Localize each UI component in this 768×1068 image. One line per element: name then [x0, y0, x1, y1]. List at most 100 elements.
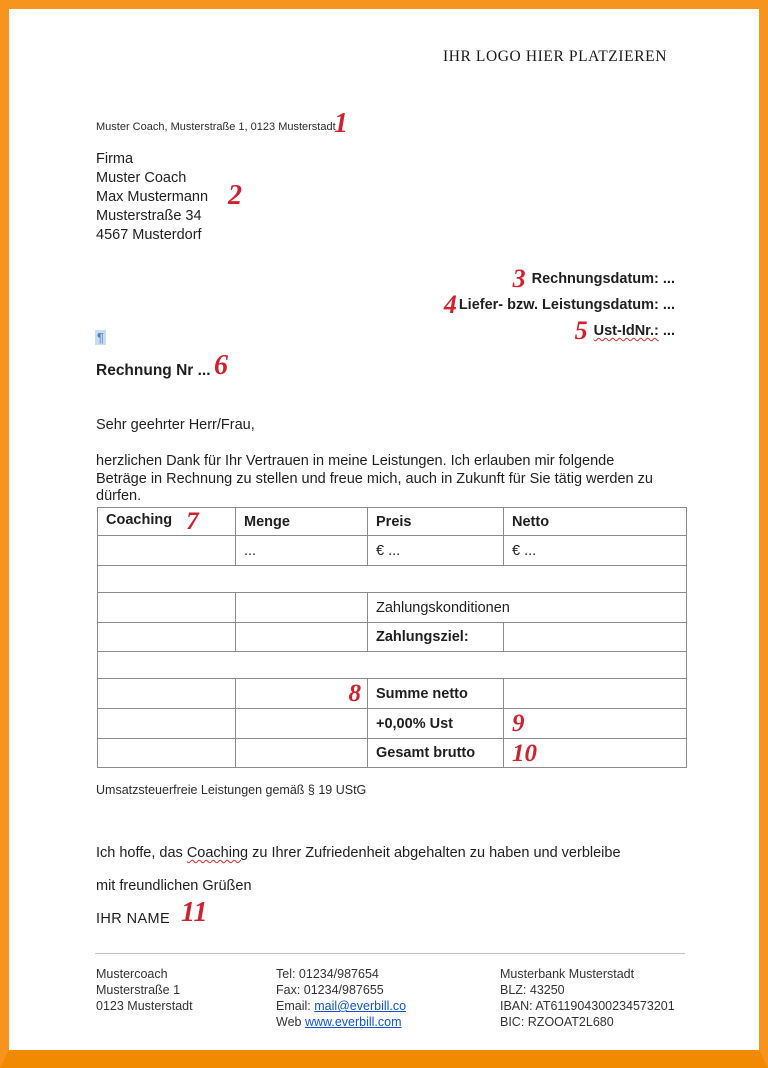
recipient-line: Musterstraße 34 — [96, 208, 202, 224]
intro-paragraph: herzlichen Dank für Ihr Vertrauen in mei… — [96, 453, 653, 504]
meta-label: Ust-IdNr.: — [593, 323, 659, 339]
table-item-row: ... € ... € ... — [97, 535, 687, 566]
spacer-cell — [97, 565, 687, 593]
header-netto: Netto — [503, 507, 687, 536]
web-link[interactable]: www.everbill.com — [304, 1015, 402, 1029]
empty-cell — [503, 622, 687, 652]
meta-label: Rechnungsdatum: — [531, 271, 659, 287]
invoice-number-title: Rechnung Nr ... — [96, 362, 211, 379]
empty-cell — [97, 678, 236, 709]
conditions-cell: Zahlungskonditionen — [367, 592, 687, 623]
marker-8: 8 — [348, 680, 362, 707]
footer-web-label: Web — [276, 1015, 305, 1029]
empty-cell — [235, 622, 368, 652]
marker-4: 4 — [443, 290, 457, 319]
marker-9: 9 — [512, 710, 525, 737]
table-spacer-row — [97, 565, 687, 593]
net-sum-value-cell — [503, 678, 687, 709]
meta-row-rechnungsdatum: 3 Rechnungsdatum: ... — [444, 266, 675, 292]
table-header-row: Coaching 7 Menge Preis Netto — [97, 507, 687, 536]
tax-exemption-note: Umsatzsteuerfreie Leistungen gemäß § 19 … — [96, 783, 367, 797]
header-coaching: Coaching 7 — [97, 507, 236, 536]
meta-label: Liefer- bzw. Leistungsdatum: — [458, 297, 659, 313]
closing-line-2: mit freundlichen Grüßen — [96, 878, 252, 894]
footer-bank-name: Musterbank Musterstadt — [500, 967, 635, 981]
marker-1: 1 — [334, 108, 348, 139]
marker-6: 6 — [214, 350, 228, 381]
footer-blz: BLZ: 43250 — [500, 983, 565, 997]
closing-text: Ich hoffe, das — [96, 845, 187, 861]
meta-value: ... — [658, 323, 675, 339]
table-payment-target-row: Zahlungsziel: — [97, 622, 687, 652]
marker-cell: 8 — [235, 678, 368, 709]
header-label: Coaching — [106, 512, 173, 528]
footer-bank-column: Musterbank Musterstadt BLZ: 43250 IBAN: … — [500, 966, 675, 1030]
recipient-line: Muster Coach — [96, 170, 187, 186]
empty-cell — [97, 738, 236, 768]
footer-address-column: Mustercoach Musterstraße 1 0123 Musterst… — [96, 966, 193, 1014]
table-conditions-row: Zahlungskonditionen — [97, 592, 687, 623]
footer-line: Mustercoach — [96, 967, 168, 981]
item-net-cell: € ... — [503, 535, 687, 566]
invoice-table: Coaching 7 Menge Preis Netto ... € ... €… — [97, 507, 687, 768]
net-sum-label-cell: Summe netto — [367, 678, 504, 709]
footer-line: 0123 Musterstadt — [96, 999, 193, 1013]
item-price-cell: € ... — [367, 535, 504, 566]
footer-email-label: Email: — [276, 999, 315, 1013]
header-menge: Menge — [235, 507, 368, 536]
spacer-cell — [97, 651, 687, 679]
table-net-sum-row: 8 Summe netto — [97, 678, 687, 709]
signature-placeholder: IHR NAME — [96, 911, 171, 927]
empty-cell — [235, 592, 368, 623]
recipient-line: Firma — [96, 151, 134, 167]
closing-line-1: Ich hoffe, das Coaching zu Ihrer Zufried… — [96, 845, 621, 863]
payment-target-cell: Zahlungsziel: — [367, 622, 504, 652]
sender-line: Muster Coach, Musterstraße 1, 0123 Muste… — [96, 121, 336, 133]
meta-value: ... — [658, 271, 675, 287]
closing-word-coaching: Coaching — [186, 845, 249, 861]
marker-3: 3 — [512, 264, 526, 293]
footer-tel: Tel: 01234/987654 — [276, 967, 379, 981]
recipient-line: Max Mustermann — [96, 189, 209, 205]
marker-11: 11 — [181, 897, 208, 928]
greeting: Sehr geehrter Herr/Frau, — [96, 417, 255, 433]
email-link[interactable]: mail@everbill.co — [314, 999, 407, 1013]
vat-value-cell: 9 — [503, 708, 687, 739]
empty-cell — [97, 622, 236, 652]
vat-label-cell: +0,00% Ust — [367, 708, 504, 739]
footer-bic: BIC: RZOOAT2L680 — [500, 1015, 614, 1029]
meta-value: ... — [658, 297, 675, 313]
closing-text: zu Ihrer Zufriedenheit abgehalten zu hab… — [248, 845, 621, 861]
empty-cell — [97, 592, 236, 623]
footer-line: Musterstraße 1 — [96, 983, 181, 997]
empty-cell — [97, 708, 236, 739]
logo-placeholder: IHR LOGO HIER PLATZIEREN — [442, 48, 667, 65]
recipient-address: Firma Muster Coach Max Mustermann Muster… — [96, 150, 208, 245]
footer-fax: Fax: 01234/987655 — [276, 983, 384, 997]
empty-cell — [235, 738, 368, 768]
meta-row-leistungsdatum: 4 Liefer- bzw. Leistungsdatum: ... — [444, 292, 675, 318]
gross-total-value-cell: 10 — [503, 738, 687, 768]
footer-email-line: Email: mail@everbill.co — [276, 998, 406, 1014]
footer-separator — [95, 953, 685, 954]
marker-2: 2 — [228, 180, 242, 211]
gross-total-label-cell: Gesamt brutto — [367, 738, 504, 768]
marker-5: 5 — [574, 316, 588, 345]
empty-cell — [235, 708, 368, 739]
table-vat-row: +0,00% Ust 9 — [97, 708, 687, 739]
pilcrow-icon: ¶ — [95, 330, 106, 345]
marker-7: 7 — [186, 508, 199, 535]
item-description-cell — [97, 535, 236, 566]
table-gross-total-row: Gesamt brutto 10 — [97, 738, 687, 768]
item-quantity-cell: ... — [235, 535, 368, 566]
footer-web-line: Web www.everbill.com — [276, 1014, 406, 1030]
footer-contact-column: Tel: 01234/987654 Fax: 01234/987655 Emai… — [276, 966, 406, 1030]
invoice-meta: 3 Rechnungsdatum: ... 4 Liefer- bzw. Leist… — [444, 266, 675, 344]
table-spacer-row — [97, 651, 687, 679]
meta-row-ustidnr: 5 Ust-IdNr.: ... — [444, 318, 675, 344]
footer-iban: IBAN: AT611904300234573201 — [500, 999, 675, 1013]
header-preis: Preis — [367, 507, 504, 536]
recipient-line: 4567 Musterdorf — [96, 227, 202, 243]
marker-10: 10 — [512, 739, 537, 767]
